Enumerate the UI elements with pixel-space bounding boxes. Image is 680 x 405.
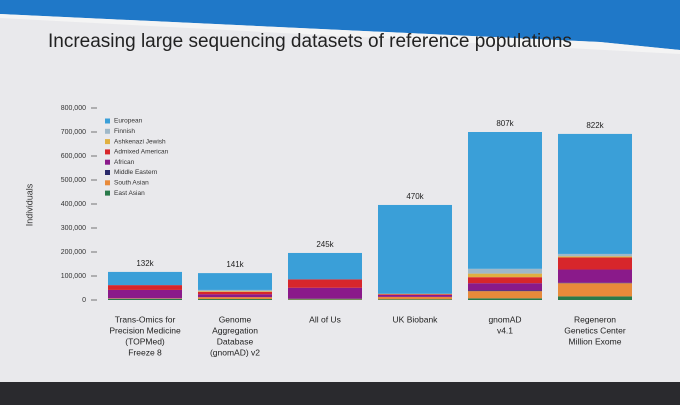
- bar-label: 822k: [586, 121, 604, 130]
- y-tick-label: 800,000: [61, 105, 86, 112]
- legend-swatch: [105, 139, 110, 145]
- bar-segment: [468, 268, 542, 274]
- legend-label: South Asian: [114, 180, 149, 187]
- bar-segment: [288, 287, 362, 299]
- y-tick-label: 700,000: [61, 129, 86, 136]
- bar-segment: [288, 279, 362, 288]
- bar-segment: [378, 296, 452, 300]
- legend-label: Admixed American: [114, 149, 169, 156]
- legend-label: Middle Eastern: [114, 169, 158, 176]
- y-tick-label: 200,000: [61, 249, 86, 256]
- bar-segment: [198, 291, 272, 295]
- y-tick-label: 400,000: [61, 201, 86, 208]
- x-tick-label: gnomAD: [488, 314, 521, 324]
- chart-title: Increasing large sequencing datasets of …: [48, 31, 572, 52]
- bar-segment: [558, 256, 632, 258]
- legend-label: Ashkenazi Jewish: [114, 138, 166, 145]
- bar-segment: [108, 285, 182, 290]
- x-tick-label: Database: [217, 336, 254, 346]
- bar-segment: [198, 297, 272, 300]
- bar-segment: [558, 133, 632, 254]
- y-tick-label: 300,000: [61, 225, 86, 232]
- bar-label: 132k: [136, 259, 154, 268]
- bar-label: 807k: [496, 119, 514, 128]
- bar-segment: [468, 290, 542, 292]
- legend-swatch: [105, 180, 110, 186]
- bar-label: 141k: [226, 260, 244, 269]
- legend-label: European: [114, 118, 143, 125]
- bar-label: 245k: [316, 240, 334, 249]
- bar-segment: [468, 277, 542, 284]
- bar-segment: [288, 299, 362, 300]
- x-tick-label: Precision Medicine: [109, 325, 181, 335]
- y-tick-label: 100,000: [61, 273, 86, 280]
- bar-segment: [108, 289, 182, 299]
- bar-segment: [558, 269, 632, 283]
- bar-segment: [558, 296, 632, 300]
- x-tick-label: Genetics Center: [564, 325, 626, 335]
- bar-segment: [468, 283, 542, 291]
- bar-segment: [468, 298, 542, 300]
- bar-segment: [198, 273, 272, 290]
- bar-segment: [198, 294, 272, 298]
- x-tick-label: (gnomAD) v2: [210, 347, 260, 357]
- bar-segment: [378, 294, 452, 297]
- bar-segment: [378, 294, 452, 295]
- bar-segment: [468, 132, 542, 269]
- x-tick-label: Trans-Omics for: [115, 314, 176, 324]
- legend-swatch: [105, 190, 110, 196]
- bar-segment: [558, 257, 632, 270]
- x-tick-label: Freeze 8: [128, 347, 162, 357]
- y-tick-label: 500,000: [61, 177, 86, 184]
- x-tick-label: Genome: [219, 314, 252, 324]
- slide-banner: [0, 0, 680, 50]
- legend-swatch: [105, 149, 110, 155]
- legend-swatch: [105, 159, 110, 165]
- bar-segment: [378, 299, 452, 300]
- legend-swatch: [105, 118, 110, 124]
- bar-segment: [198, 291, 272, 292]
- bar-label: 470k: [406, 192, 424, 201]
- x-tick-label: All of Us: [309, 314, 341, 324]
- y-axis-label: Individuals: [24, 183, 34, 226]
- bar-segment: [288, 252, 362, 280]
- bar-segment: [198, 289, 272, 292]
- legend-label: East Asian: [114, 190, 145, 197]
- legend-label: African: [114, 159, 135, 166]
- x-tick-label: (TOPMed): [125, 336, 165, 346]
- legend-swatch: [105, 128, 110, 134]
- x-tick-label: Million Exome: [569, 336, 622, 346]
- bar-segment: [108, 271, 182, 286]
- x-tick-label: v4.1: [497, 325, 513, 335]
- bar-segment: [198, 299, 272, 300]
- bar-segment: [378, 204, 452, 294]
- bar-segment: [108, 298, 182, 300]
- x-tick-label: Regeneron: [574, 314, 616, 324]
- legend-label: Finnish: [114, 128, 135, 135]
- bar-segment: [558, 283, 632, 297]
- y-tick-label: 600,000: [61, 153, 86, 160]
- bar-segment: [558, 253, 632, 257]
- slide-stripe: [0, 14, 680, 54]
- bar-segment: [468, 291, 542, 299]
- x-tick-label: Aggregation: [212, 325, 258, 335]
- legend-swatch: [105, 170, 110, 175]
- bar-segment: [468, 273, 542, 278]
- y-tick-label: 0: [82, 297, 86, 304]
- x-tick-label: UK Biobank: [393, 314, 439, 324]
